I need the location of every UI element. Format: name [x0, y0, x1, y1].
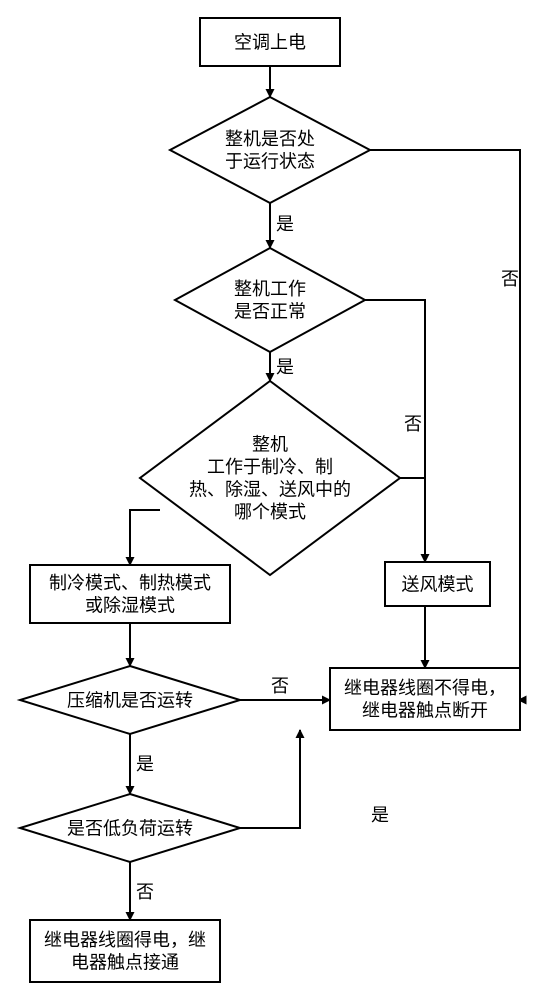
- edge: [370, 150, 520, 700]
- edge: [130, 510, 160, 565]
- edge-label: 否: [404, 414, 422, 434]
- edge-label: 否: [271, 676, 289, 696]
- edge-label: 是: [276, 214, 294, 234]
- edge-label: 是: [136, 754, 154, 774]
- edge: [400, 478, 425, 562]
- edge-label: 否: [501, 269, 519, 289]
- node-text: 空调上电: [234, 32, 306, 52]
- edge-label: 否: [136, 882, 154, 902]
- edge: [240, 730, 300, 828]
- decision-d1: [170, 97, 370, 203]
- edge-label: 是: [371, 805, 389, 825]
- node-text: 送风模式: [402, 574, 474, 594]
- node-text: 是否低负荷运转: [67, 818, 193, 838]
- decision-d2: [175, 248, 365, 352]
- decision-d3: [140, 381, 400, 575]
- edge-label: 是: [276, 357, 294, 377]
- flowchart-canvas: 是否是否否是是否空调上电整机是否处于运行状态整机工作是否正常整机工作于制冷、制热…: [0, 0, 539, 1000]
- node-text: 压缩机是否运转: [67, 690, 193, 710]
